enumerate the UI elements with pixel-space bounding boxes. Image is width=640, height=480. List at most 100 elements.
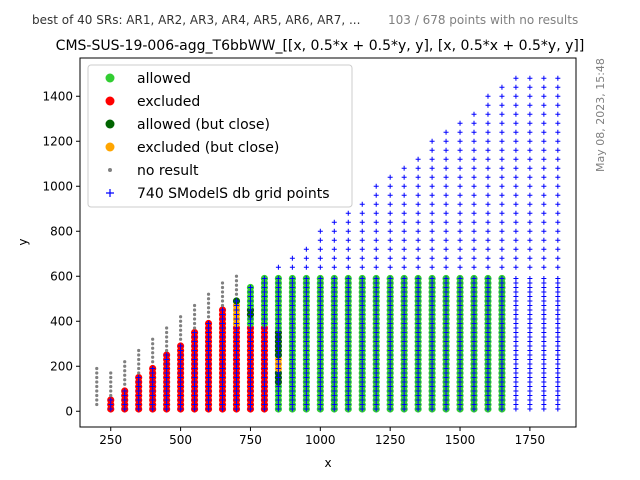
- point-grid: [233, 406, 239, 412]
- point-grid: [513, 210, 519, 216]
- point-grid: [345, 352, 351, 358]
- point-grid: [136, 402, 142, 407]
- point-grid: [289, 352, 295, 358]
- point-grid: [471, 183, 477, 189]
- point-grid: [485, 384, 491, 389]
- point-grid: [345, 406, 351, 412]
- point-grid: [122, 393, 128, 398]
- point-grid: [233, 366, 239, 371]
- point-grid: [541, 246, 547, 252]
- point-grid: [471, 174, 477, 180]
- point-grid: [401, 379, 407, 385]
- point-grid: [527, 366, 533, 371]
- point-grid: [457, 147, 463, 153]
- point-grid: [429, 384, 435, 389]
- point-grid: [429, 183, 435, 189]
- point-grid: [527, 330, 533, 335]
- point-grid: [527, 165, 533, 171]
- point-grid: [261, 375, 267, 380]
- point-grid: [373, 237, 379, 243]
- point-grid: [429, 294, 435, 299]
- point-grid: [345, 280, 351, 286]
- point-grid: [192, 375, 198, 380]
- point-grid: [247, 366, 253, 371]
- point-grid: [471, 406, 477, 412]
- point-grid: [345, 219, 351, 225]
- point-grid: [331, 348, 337, 353]
- point-grid: [429, 201, 435, 207]
- point-grid: [415, 388, 421, 394]
- point-grid: [373, 312, 379, 317]
- point-grid: [401, 361, 407, 367]
- point-grid: [471, 276, 477, 281]
- point-grid: [513, 102, 519, 108]
- point-grid: [457, 321, 463, 326]
- point-grid: [499, 384, 505, 389]
- point-grid: [429, 285, 435, 290]
- point-grid: [527, 402, 533, 407]
- point-grid: [220, 334, 226, 340]
- point-grid: [387, 210, 393, 216]
- point-grid: [415, 402, 421, 407]
- point-grid: [541, 280, 547, 286]
- point-grid: [485, 348, 491, 353]
- point-grid: [317, 321, 323, 326]
- point-grid: [387, 307, 393, 313]
- point-grid: [499, 321, 505, 326]
- point-grid: [429, 334, 435, 340]
- point-grid: [485, 343, 491, 349]
- point-grid: [275, 325, 281, 331]
- point-grid: [499, 393, 505, 398]
- point-grid: [387, 183, 393, 189]
- point-grid: [401, 298, 407, 304]
- point-grid: [541, 129, 547, 135]
- point-grid: [345, 246, 351, 252]
- point-grid: [192, 361, 198, 367]
- point-grid: [541, 276, 547, 281]
- point-grid: [443, 147, 449, 153]
- point-grid: [289, 343, 295, 349]
- point-grid: [359, 201, 365, 207]
- point-grid: [220, 366, 226, 371]
- point-grid: [220, 343, 226, 349]
- point-grid: [359, 393, 365, 398]
- point-grid: [457, 316, 463, 322]
- point-grid: [206, 397, 212, 403]
- point-grid: [373, 375, 379, 380]
- point-grid: [429, 366, 435, 371]
- point-grid: [303, 321, 309, 326]
- point-grid: [443, 219, 449, 225]
- point-grid: [499, 255, 505, 261]
- legend: allowed excluded allowed (but close) exclud…: [87, 64, 353, 208]
- point-grid: [261, 397, 267, 403]
- point-grid: [164, 379, 170, 385]
- point-grid: [429, 406, 435, 412]
- point-grid: [289, 330, 295, 335]
- point-grid: [359, 361, 365, 367]
- point-grid: [373, 366, 379, 371]
- x-tick-label: 250: [99, 433, 122, 447]
- point-grid: [206, 393, 212, 398]
- point-grid: [541, 174, 547, 180]
- point-grid: [513, 303, 519, 308]
- point-grid: [471, 379, 477, 385]
- point-grid: [415, 325, 421, 331]
- point-grid: [359, 237, 365, 243]
- point-grid: [513, 156, 519, 162]
- point-grid: [415, 361, 421, 367]
- point-grid: [289, 334, 295, 340]
- point-grid: [247, 384, 253, 389]
- point-grid: [345, 366, 351, 371]
- point-grid: [443, 321, 449, 326]
- point-grid: [164, 406, 170, 412]
- point-grid: [289, 307, 295, 313]
- point-grid: [220, 316, 226, 322]
- point-grid: [317, 393, 323, 398]
- point-grid: [331, 316, 337, 322]
- point-grid: [429, 397, 435, 403]
- point-grid: [150, 402, 156, 407]
- point-grid: [485, 393, 491, 398]
- point-grid: [541, 165, 547, 171]
- point-grid: [401, 325, 407, 331]
- point-grid: [164, 370, 170, 376]
